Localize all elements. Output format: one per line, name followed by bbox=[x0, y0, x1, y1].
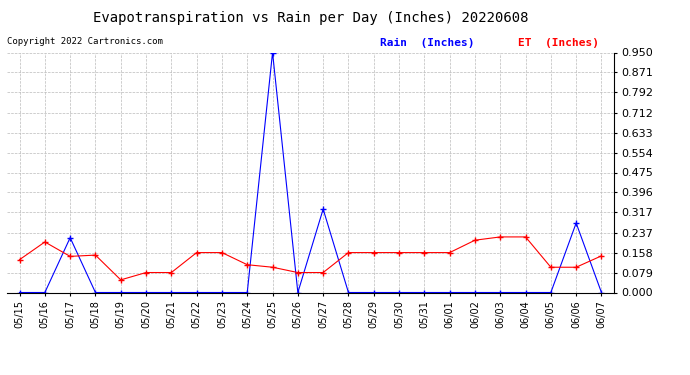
Rain  (Inches) bbox=[243, 290, 251, 295]
ET  (Inches) bbox=[395, 251, 403, 255]
ET  (Inches) bbox=[420, 251, 428, 255]
ET  (Inches) bbox=[370, 251, 378, 255]
Rain  (Inches) bbox=[142, 290, 150, 295]
ET  (Inches) bbox=[572, 265, 580, 270]
Rain  (Inches) bbox=[471, 290, 479, 295]
ET  (Inches) bbox=[15, 257, 23, 262]
ET  (Inches) bbox=[66, 254, 75, 259]
Rain  (Inches) bbox=[496, 290, 504, 295]
ET  (Inches) bbox=[496, 235, 504, 239]
Rain  (Inches) bbox=[446, 290, 454, 295]
Rain  (Inches) bbox=[344, 290, 353, 295]
Rain  (Inches) bbox=[572, 221, 580, 225]
Line: ET  (Inches): ET (Inches) bbox=[17, 234, 604, 283]
Rain  (Inches) bbox=[522, 290, 530, 295]
ET  (Inches) bbox=[294, 270, 302, 275]
Rain  (Inches) bbox=[218, 290, 226, 295]
Rain  (Inches) bbox=[117, 290, 125, 295]
Rain  (Inches) bbox=[91, 290, 99, 295]
Rain  (Inches) bbox=[598, 290, 606, 295]
ET  (Inches) bbox=[598, 254, 606, 258]
Text: Copyright 2022 Cartronics.com: Copyright 2022 Cartronics.com bbox=[7, 38, 163, 46]
ET  (Inches) bbox=[218, 251, 226, 255]
ET  (Inches) bbox=[91, 253, 99, 257]
Rain  (Inches) bbox=[268, 50, 277, 55]
Rain  (Inches) bbox=[370, 290, 378, 295]
Text: ET  (Inches): ET (Inches) bbox=[518, 38, 598, 48]
Rain  (Inches) bbox=[395, 290, 403, 295]
ET  (Inches) bbox=[142, 270, 150, 275]
ET  (Inches) bbox=[522, 235, 530, 239]
ET  (Inches) bbox=[117, 278, 125, 282]
Line: Rain  (Inches): Rain (Inches) bbox=[17, 50, 604, 295]
Rain  (Inches) bbox=[546, 290, 555, 295]
ET  (Inches) bbox=[193, 251, 201, 255]
Rain  (Inches) bbox=[319, 207, 327, 212]
ET  (Inches) bbox=[446, 251, 454, 255]
ET  (Inches) bbox=[41, 240, 49, 244]
ET  (Inches) bbox=[344, 251, 353, 255]
ET  (Inches) bbox=[167, 270, 175, 275]
Rain  (Inches) bbox=[15, 290, 23, 295]
Rain  (Inches) bbox=[41, 290, 49, 295]
Text: Evapotranspiration vs Rain per Day (Inches) 20220608: Evapotranspiration vs Rain per Day (Inch… bbox=[92, 11, 529, 25]
ET  (Inches) bbox=[471, 238, 479, 243]
Rain  (Inches) bbox=[420, 290, 428, 295]
Rain  (Inches) bbox=[167, 290, 175, 295]
ET  (Inches) bbox=[268, 265, 277, 270]
Rain  (Inches) bbox=[66, 236, 75, 240]
ET  (Inches) bbox=[319, 270, 327, 275]
ET  (Inches) bbox=[546, 265, 555, 270]
Text: Rain  (Inches): Rain (Inches) bbox=[380, 38, 474, 48]
Rain  (Inches) bbox=[193, 290, 201, 295]
ET  (Inches) bbox=[243, 262, 251, 267]
Rain  (Inches) bbox=[294, 290, 302, 295]
